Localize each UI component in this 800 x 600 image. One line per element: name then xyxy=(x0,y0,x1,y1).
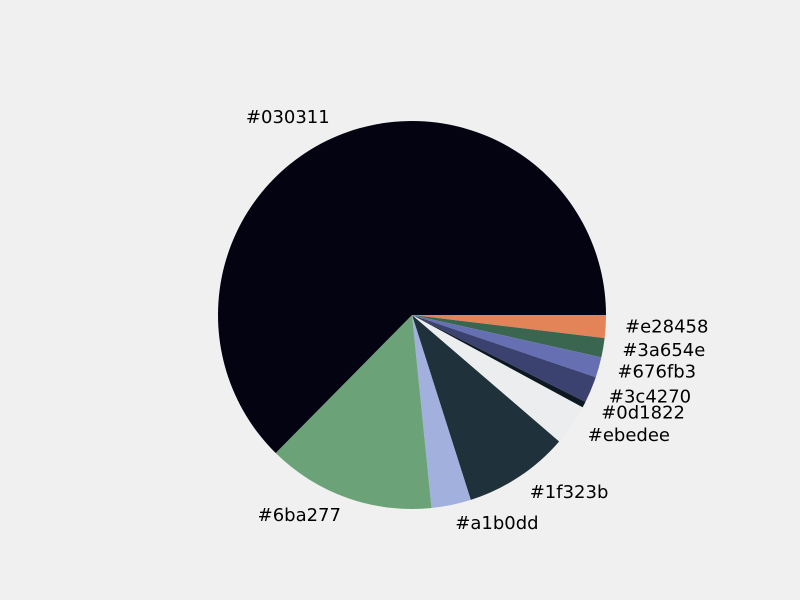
pie-labels: #e28458#3a654e#676fb3 #3c4270#0d1822#ebed… xyxy=(246,107,709,534)
pie-slice-label: #3c4270 xyxy=(609,386,691,407)
pie-slice xyxy=(412,315,560,500)
pie-slices xyxy=(218,120,606,509)
pie-slice xyxy=(412,315,602,378)
pie-slice-label: #ebedee xyxy=(588,425,670,446)
pie-slice xyxy=(412,315,596,402)
pie-slice xyxy=(412,315,583,442)
pie-slice-label: #e28458 xyxy=(625,317,708,338)
pie-slice-label: #6ba277 xyxy=(258,505,341,526)
pie-slice xyxy=(412,315,471,509)
pie-slice-label: #030311 xyxy=(246,107,330,128)
pie-slice-label: #a1b0dd xyxy=(455,513,538,534)
pie-slice xyxy=(412,315,605,358)
pie-slice-label: #3a654e xyxy=(622,340,705,361)
pie-slice xyxy=(412,315,606,339)
pie-slice xyxy=(412,315,586,408)
pie-slice-label: #0d1822 xyxy=(601,403,685,424)
pie-slice-label: #676fb3 xyxy=(617,362,696,383)
pie-slice xyxy=(275,315,432,509)
pie-slice xyxy=(218,120,606,454)
pie-slice-label: #1f323b xyxy=(530,482,609,503)
